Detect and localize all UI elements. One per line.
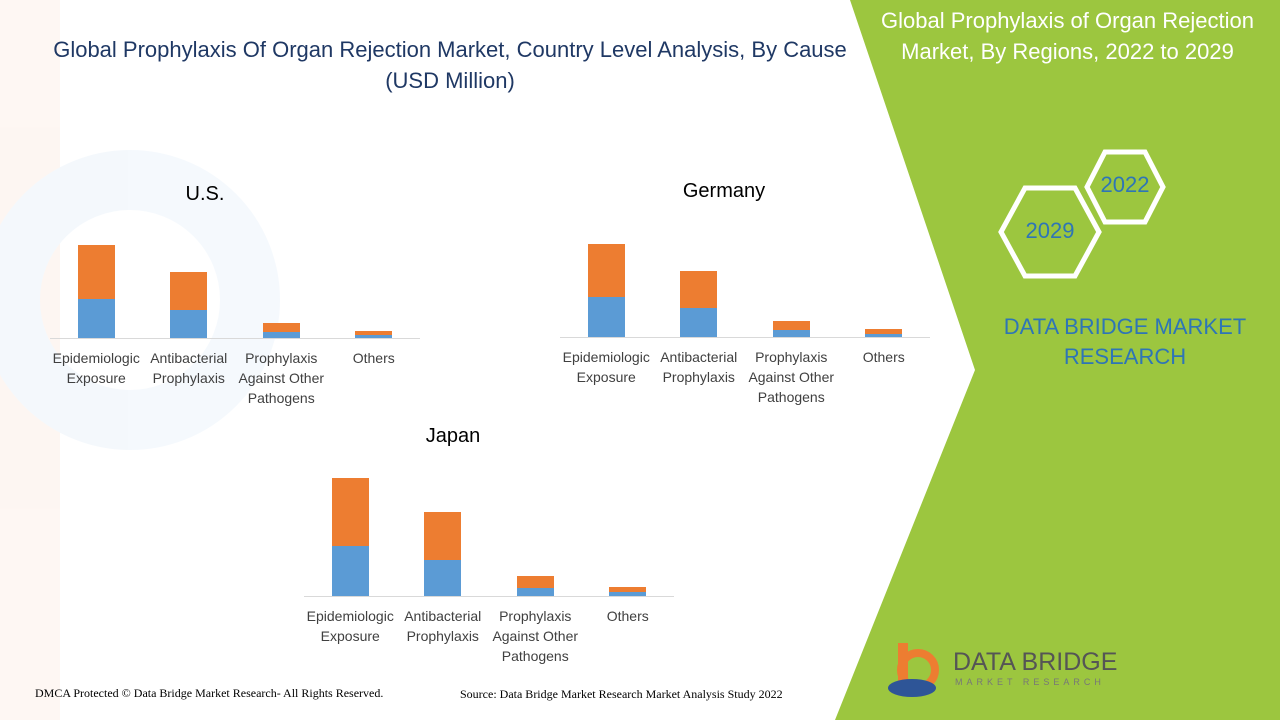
bar-segment xyxy=(170,310,208,338)
logo-name: DATA BRIDGE xyxy=(953,648,1118,676)
x-tick-label: Epidemiologic Exposure xyxy=(562,349,650,385)
hexagon xyxy=(1084,149,1166,225)
chart-title: Japan xyxy=(425,425,481,447)
x-axis xyxy=(50,338,420,339)
hexagon xyxy=(998,185,1102,279)
bar-segment xyxy=(772,330,810,337)
x-tick-label: Others xyxy=(862,349,905,365)
bar-segment xyxy=(262,323,300,332)
bar-segment xyxy=(424,512,462,560)
chart-title: Germany xyxy=(682,180,766,202)
bar-segment xyxy=(331,478,369,546)
bar-segment xyxy=(516,576,554,588)
bar-segment xyxy=(170,272,208,310)
bar-segment xyxy=(424,560,462,596)
bar-segment xyxy=(355,335,393,338)
bar-segment xyxy=(772,321,810,330)
bar-segment xyxy=(77,245,115,299)
copyright: DMCA Protected © Data Bridge Market Rese… xyxy=(35,686,384,700)
x-tick-label: Prophylaxis Against Other Pathogens xyxy=(238,350,325,406)
x-tick-label: Prophylaxis Against Other Pathogens xyxy=(492,608,579,664)
watermark xyxy=(0,0,280,720)
x-tick-label: Epidemiologic Exposure xyxy=(306,608,394,644)
bar-segment xyxy=(516,588,554,596)
main-title: Global Prophylaxis Of Organ Rejection Ma… xyxy=(53,37,847,93)
bar-segment xyxy=(587,297,625,337)
x-axis xyxy=(304,596,674,597)
bar-segment xyxy=(609,587,647,592)
side-panel-bg xyxy=(835,0,1280,720)
x-tick-label: Others xyxy=(606,608,649,624)
logo-icon xyxy=(888,643,939,697)
chart-title: U.S. xyxy=(185,183,225,205)
x-tick-label: Others xyxy=(352,350,395,366)
source: Source: Data Bridge Market Research Mark… xyxy=(460,687,783,701)
x-tick-label: Antibacterial Prophylaxis xyxy=(150,350,228,386)
bar-segment xyxy=(865,334,903,337)
logo-tagline: MARKET RESEARCH xyxy=(955,677,1105,687)
bar-segment xyxy=(865,329,903,334)
side-title: Global Prophylaxis of Organ Rejection Ma… xyxy=(881,8,1254,64)
year-label: 2022 xyxy=(1100,172,1150,197)
bar-segment xyxy=(680,308,718,337)
x-tick-label: Antibacterial Prophylaxis xyxy=(660,349,738,385)
year-label: 2029 xyxy=(1025,218,1075,243)
bar-segment xyxy=(262,332,300,338)
x-tick-label: Epidemiologic Exposure xyxy=(52,350,140,386)
bar-segment xyxy=(77,299,115,338)
brand: DATA BRIDGE MARKET RESEARCH xyxy=(1003,314,1247,369)
bar-segment xyxy=(609,592,647,596)
x-tick-label: Prophylaxis Against Other Pathogens xyxy=(748,349,835,405)
bar-segment xyxy=(587,244,625,297)
x-tick-label: Antibacterial Prophylaxis xyxy=(404,608,482,644)
bar-segment xyxy=(355,331,393,335)
bar-segment xyxy=(331,546,369,596)
x-axis xyxy=(560,337,930,338)
bar-segment xyxy=(680,271,718,308)
